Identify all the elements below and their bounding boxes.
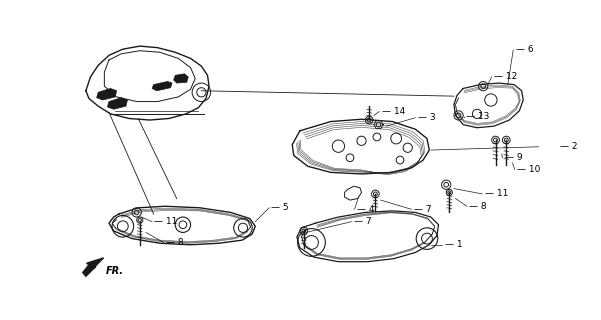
Text: — 13: — 13 — [466, 112, 490, 121]
Polygon shape — [108, 98, 127, 109]
Polygon shape — [97, 88, 117, 100]
Text: — 4: — 4 — [357, 205, 374, 214]
Text: — 8: — 8 — [469, 202, 487, 211]
Text: — 1: — 1 — [445, 240, 462, 249]
Polygon shape — [83, 258, 103, 276]
Text: — 7: — 7 — [354, 217, 371, 226]
Text: — 7: — 7 — [414, 205, 432, 214]
Text: — 11: — 11 — [485, 189, 508, 198]
Text: — 11: — 11 — [154, 217, 178, 226]
Text: — 6: — 6 — [516, 45, 533, 54]
Text: FR.: FR. — [106, 266, 124, 276]
Text: — 14: — 14 — [382, 107, 405, 116]
Text: — 8: — 8 — [166, 238, 183, 247]
Polygon shape — [152, 82, 172, 91]
Text: — 12: — 12 — [494, 72, 517, 81]
Text: — 10: — 10 — [517, 165, 540, 174]
Text: — 5: — 5 — [272, 203, 289, 212]
Polygon shape — [174, 74, 188, 83]
Text: — 3: — 3 — [418, 113, 435, 122]
Text: — 9: — 9 — [505, 153, 522, 162]
Text: — 2: — 2 — [560, 142, 578, 151]
